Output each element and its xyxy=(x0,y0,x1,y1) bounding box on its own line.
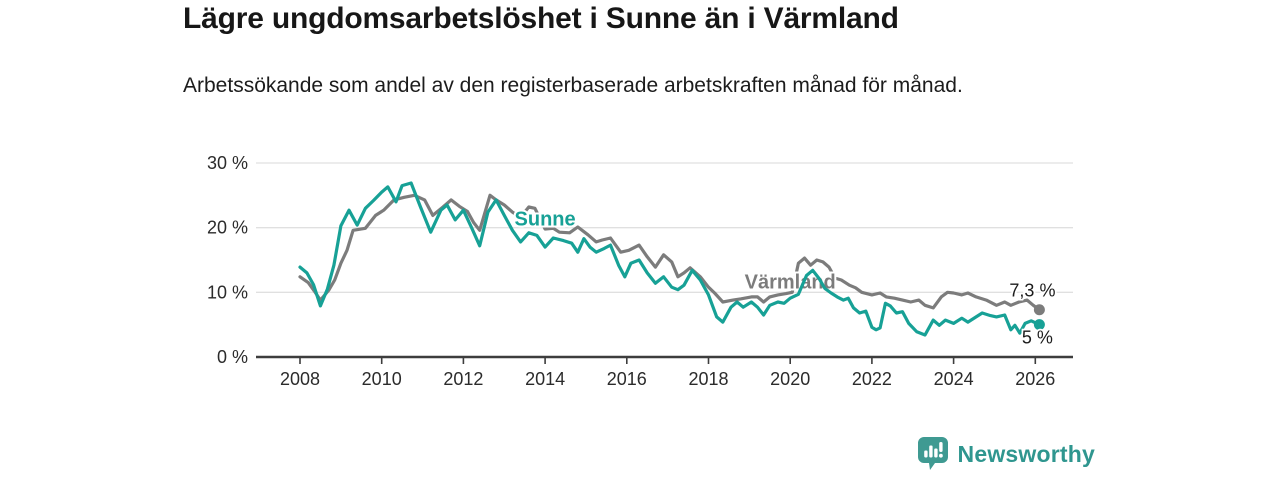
x-tick-label-2022: 2022 xyxy=(852,369,892,389)
end-dot-sunne xyxy=(1033,319,1045,331)
x-tick-label-2024: 2024 xyxy=(934,369,974,389)
end-dot-vrmland xyxy=(1033,304,1045,316)
x-tick-label-2010: 2010 xyxy=(362,369,402,389)
y-tick-label-20: 20 % xyxy=(207,218,248,238)
x-tick-label-2016: 2016 xyxy=(607,369,647,389)
y-tick-label-0: 0 % xyxy=(217,347,248,367)
brand-name: Newsworthy xyxy=(957,440,1095,467)
x-tick-label-2014: 2014 xyxy=(525,369,565,389)
bar-3 xyxy=(933,448,938,458)
exclamation-stem xyxy=(938,442,943,452)
end-value-label-vrmland: 7,3 % xyxy=(1009,280,1055,300)
speech-bubble-shape xyxy=(917,437,948,470)
bar-1 xyxy=(923,450,928,458)
end-value-label-sunne: 5 % xyxy=(1022,328,1053,348)
series-line-sunne xyxy=(298,181,1042,337)
x-tick-label-2026: 2026 xyxy=(1015,369,1055,389)
bar-chart-speech-bubble-icon xyxy=(917,437,948,470)
series-line-vrmland xyxy=(298,193,1042,312)
page-title: Lägre ungdomsarbetslöshet i Sunne än i V… xyxy=(183,2,899,35)
series-label-vrmland: Värmland xyxy=(745,271,836,293)
branding: Newsworthy xyxy=(917,436,1095,472)
series-label-sunne: Sunne xyxy=(515,209,576,231)
x-tick-label-2012: 2012 xyxy=(443,369,483,389)
y-tick-label-30: 30 % xyxy=(207,153,248,173)
x-tick-label-2008: 2008 xyxy=(280,369,320,389)
bar-2 xyxy=(928,445,933,458)
y-tick-label-10: 10 % xyxy=(207,282,248,302)
x-tick-label-2020: 2020 xyxy=(770,369,810,389)
chart-subtitle: Arbetssökande som andel av den registerb… xyxy=(183,74,963,97)
x-tick-label-2018: 2018 xyxy=(688,369,728,389)
exclamation-dot xyxy=(938,453,943,458)
